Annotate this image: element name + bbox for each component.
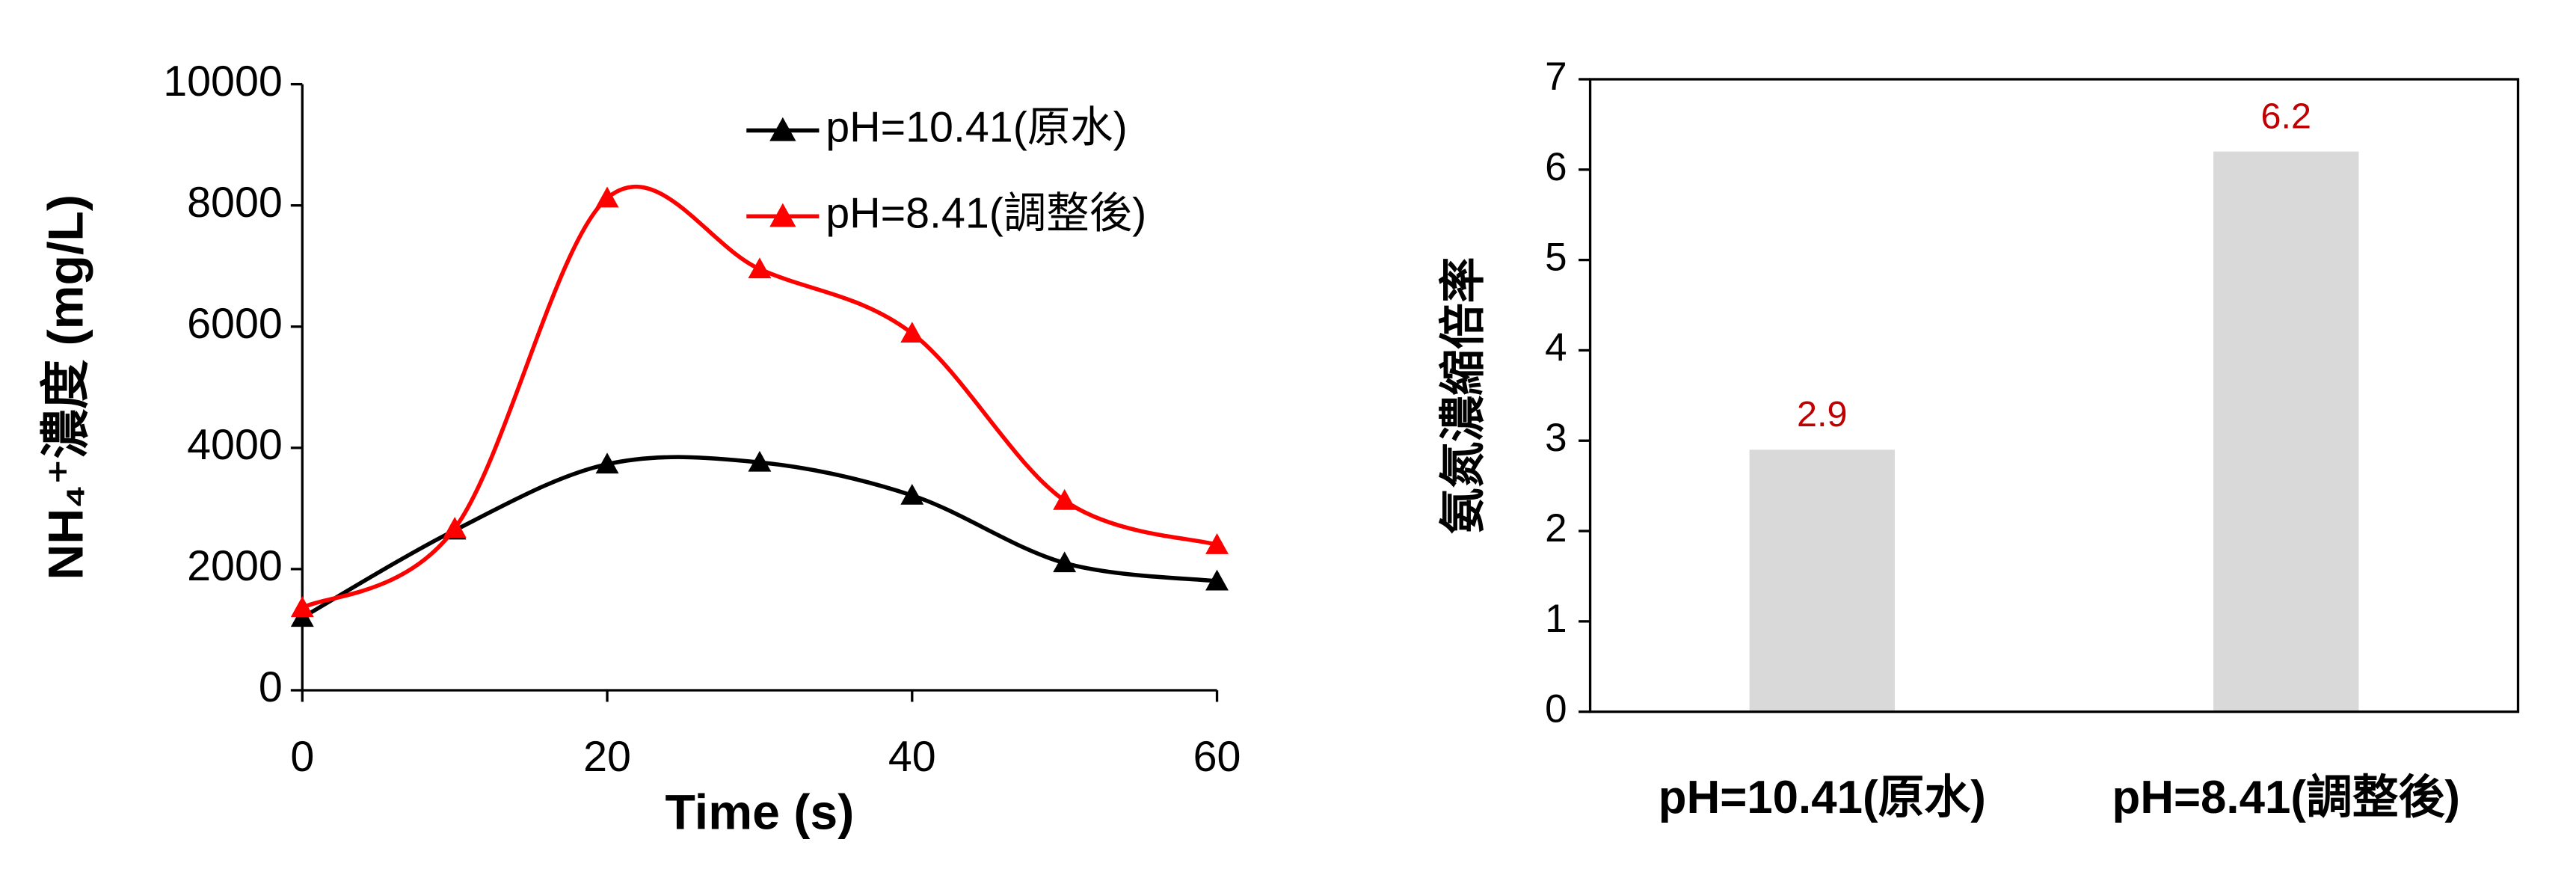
point-marker <box>1053 551 1077 573</box>
y-axis-title: NH₄⁺濃度 (mg/L) <box>38 194 93 580</box>
point-marker <box>290 596 314 618</box>
y-tick-label: 0 <box>1545 687 1567 731</box>
y-tick-label: 5 <box>1545 236 1567 280</box>
data-label: 6.2 <box>2261 96 2312 136</box>
y-tick-label: 4 <box>1545 325 1567 369</box>
series-line <box>301 185 1218 610</box>
legend-label: pH=10.41(原水) <box>826 104 1128 152</box>
point-marker <box>748 450 772 472</box>
y-tick-label: 0 <box>259 663 283 711</box>
x-tick-label: 60 <box>1193 733 1241 781</box>
point-marker <box>1205 533 1229 554</box>
data-label: 2.9 <box>1797 394 1848 435</box>
legend-label: pH=8.41(調整後) <box>826 189 1146 237</box>
y-tick-label: 3 <box>1545 416 1567 460</box>
x-tick-label: 20 <box>583 733 631 781</box>
y-tick-label: 10000 <box>163 58 283 105</box>
y-tick-label: 2000 <box>187 542 283 590</box>
y-tick-label: 6000 <box>187 300 283 348</box>
point-marker <box>443 517 467 538</box>
point-marker <box>1053 488 1077 510</box>
legend-marker <box>769 117 796 141</box>
y-tick-label: 8000 <box>187 179 283 227</box>
point-marker <box>595 186 619 208</box>
point-marker <box>900 483 924 505</box>
point-marker <box>900 322 924 343</box>
y-tick-label: 2 <box>1545 506 1567 550</box>
plot-frame <box>1588 78 2520 713</box>
x-tick-label: pH=8.41(調整後) <box>2112 772 2460 823</box>
x-tick-label: pH=10.41(原水) <box>1659 772 1986 823</box>
point-marker <box>1205 569 1229 591</box>
x-axis-title: Time (s) <box>665 785 855 840</box>
x-tick-label: 0 <box>290 733 314 781</box>
legend-marker <box>769 203 796 227</box>
bar <box>2213 151 2359 712</box>
y-tick-label: 6 <box>1545 145 1567 189</box>
y-tick-label: 1 <box>1545 597 1567 641</box>
point-marker <box>595 452 619 474</box>
bar <box>1749 449 1895 712</box>
x-tick-label: 40 <box>888 733 936 781</box>
series-line <box>301 455 1217 620</box>
y-tick-label: 4000 <box>187 421 283 469</box>
y-tick-label: 7 <box>1545 55 1567 99</box>
point-marker <box>748 257 772 279</box>
y-axis-title: 氨氮濃縮倍率 <box>1437 257 1489 534</box>
